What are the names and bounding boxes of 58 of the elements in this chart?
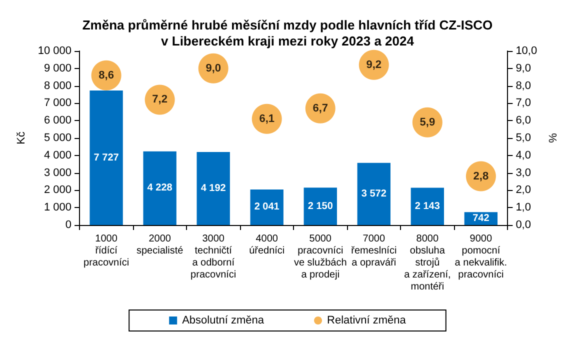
data-label: 3 572 <box>361 188 387 200</box>
y2-tick-label: 5,0 <box>516 132 531 144</box>
y2-tick-label: 4,0 <box>516 149 531 162</box>
data-label: 9,0 <box>206 62 221 74</box>
y2-tick-label: 2,0 <box>516 184 531 196</box>
data-label: 4 192 <box>200 183 226 194</box>
y-tick-label: 5 000 <box>44 132 72 144</box>
legend-label: Relativní změna <box>327 314 407 326</box>
data-label: 7,2 <box>152 94 168 106</box>
bar <box>357 162 390 225</box>
bar <box>90 90 123 225</box>
data-label: 4 228 <box>147 182 173 194</box>
x-tick-label: 7000 řemeslníci a opraváři <box>351 234 397 268</box>
data-label: 2 143 <box>414 200 440 212</box>
y-tick-label: 2 000 <box>44 184 72 196</box>
x-tick-label: 1000 řídící pracovníci <box>84 234 130 268</box>
data-label: 7 727 <box>94 152 120 164</box>
data-label: 6,7 <box>312 102 328 114</box>
data-label: 2 150 <box>308 200 334 212</box>
y2-tick-label: 0,0 <box>516 219 531 231</box>
bar <box>196 152 230 225</box>
y2-tick-label: 3,0 <box>516 166 531 179</box>
y2-tick-label: 6,0 <box>516 114 531 127</box>
y-tick-label: 6 000 <box>44 114 72 127</box>
data-label: 8,6 <box>98 69 114 82</box>
bar <box>143 151 176 225</box>
y2-tick-label: 10,0 <box>516 45 538 57</box>
y-tick-label: 3 000 <box>44 166 72 179</box>
data-label: 742 <box>472 213 490 224</box>
y2-tick-label: 7,0 <box>516 97 531 110</box>
data-label: 6,1 <box>259 112 275 125</box>
bar <box>250 189 284 225</box>
x-tick-label: 4000 úředníci <box>249 234 285 256</box>
y2-tick-label: 1,0 <box>516 202 531 214</box>
x-tick-label: 9000 pomocní a nekvalifik. pracovníci <box>454 234 508 280</box>
data-label: 5,9 <box>420 116 436 128</box>
y-tick-label: 4 000 <box>44 149 72 162</box>
data-label: 2,8 <box>473 170 489 182</box>
bar <box>410 188 444 225</box>
data-label: 2 041 <box>254 202 280 213</box>
y-tick-label: 0 <box>65 219 72 231</box>
y2-tick-label: 8,0 <box>516 80 531 92</box>
y-tick-label: 10 000 <box>38 45 72 57</box>
y-tick-label: 7 000 <box>44 97 72 110</box>
x-tick-label: 8000 obsluha strojů a zařízení, montéři <box>404 234 451 292</box>
x-tick-label: 3000 techničtí a odborní pracovníci <box>190 234 236 280</box>
bar <box>304 188 337 225</box>
data-label: 9,2 <box>366 58 382 71</box>
x-tick-label: 5000 pracovníci ve službách a prodeji <box>294 234 347 280</box>
y-tick-label: 9 000 <box>44 62 72 74</box>
y2-tick-label: 9,0 <box>516 62 531 74</box>
y-axis-title: Kč <box>16 131 28 144</box>
y-tick-label: 8 000 <box>44 80 72 92</box>
y2-axis-title: % <box>548 132 560 143</box>
legend-label: Absolutní změna <box>182 314 265 326</box>
chart-title: Změna průměrné hrubé měsíční mzdy podle hlavních tříd CZ-ISCO v Libereckém kraji mezi roky 2023 a 2024 <box>82 18 493 48</box>
y-tick-label: 1 000 <box>44 202 72 214</box>
x-tick-label: 2000 specialisté <box>136 234 184 256</box>
